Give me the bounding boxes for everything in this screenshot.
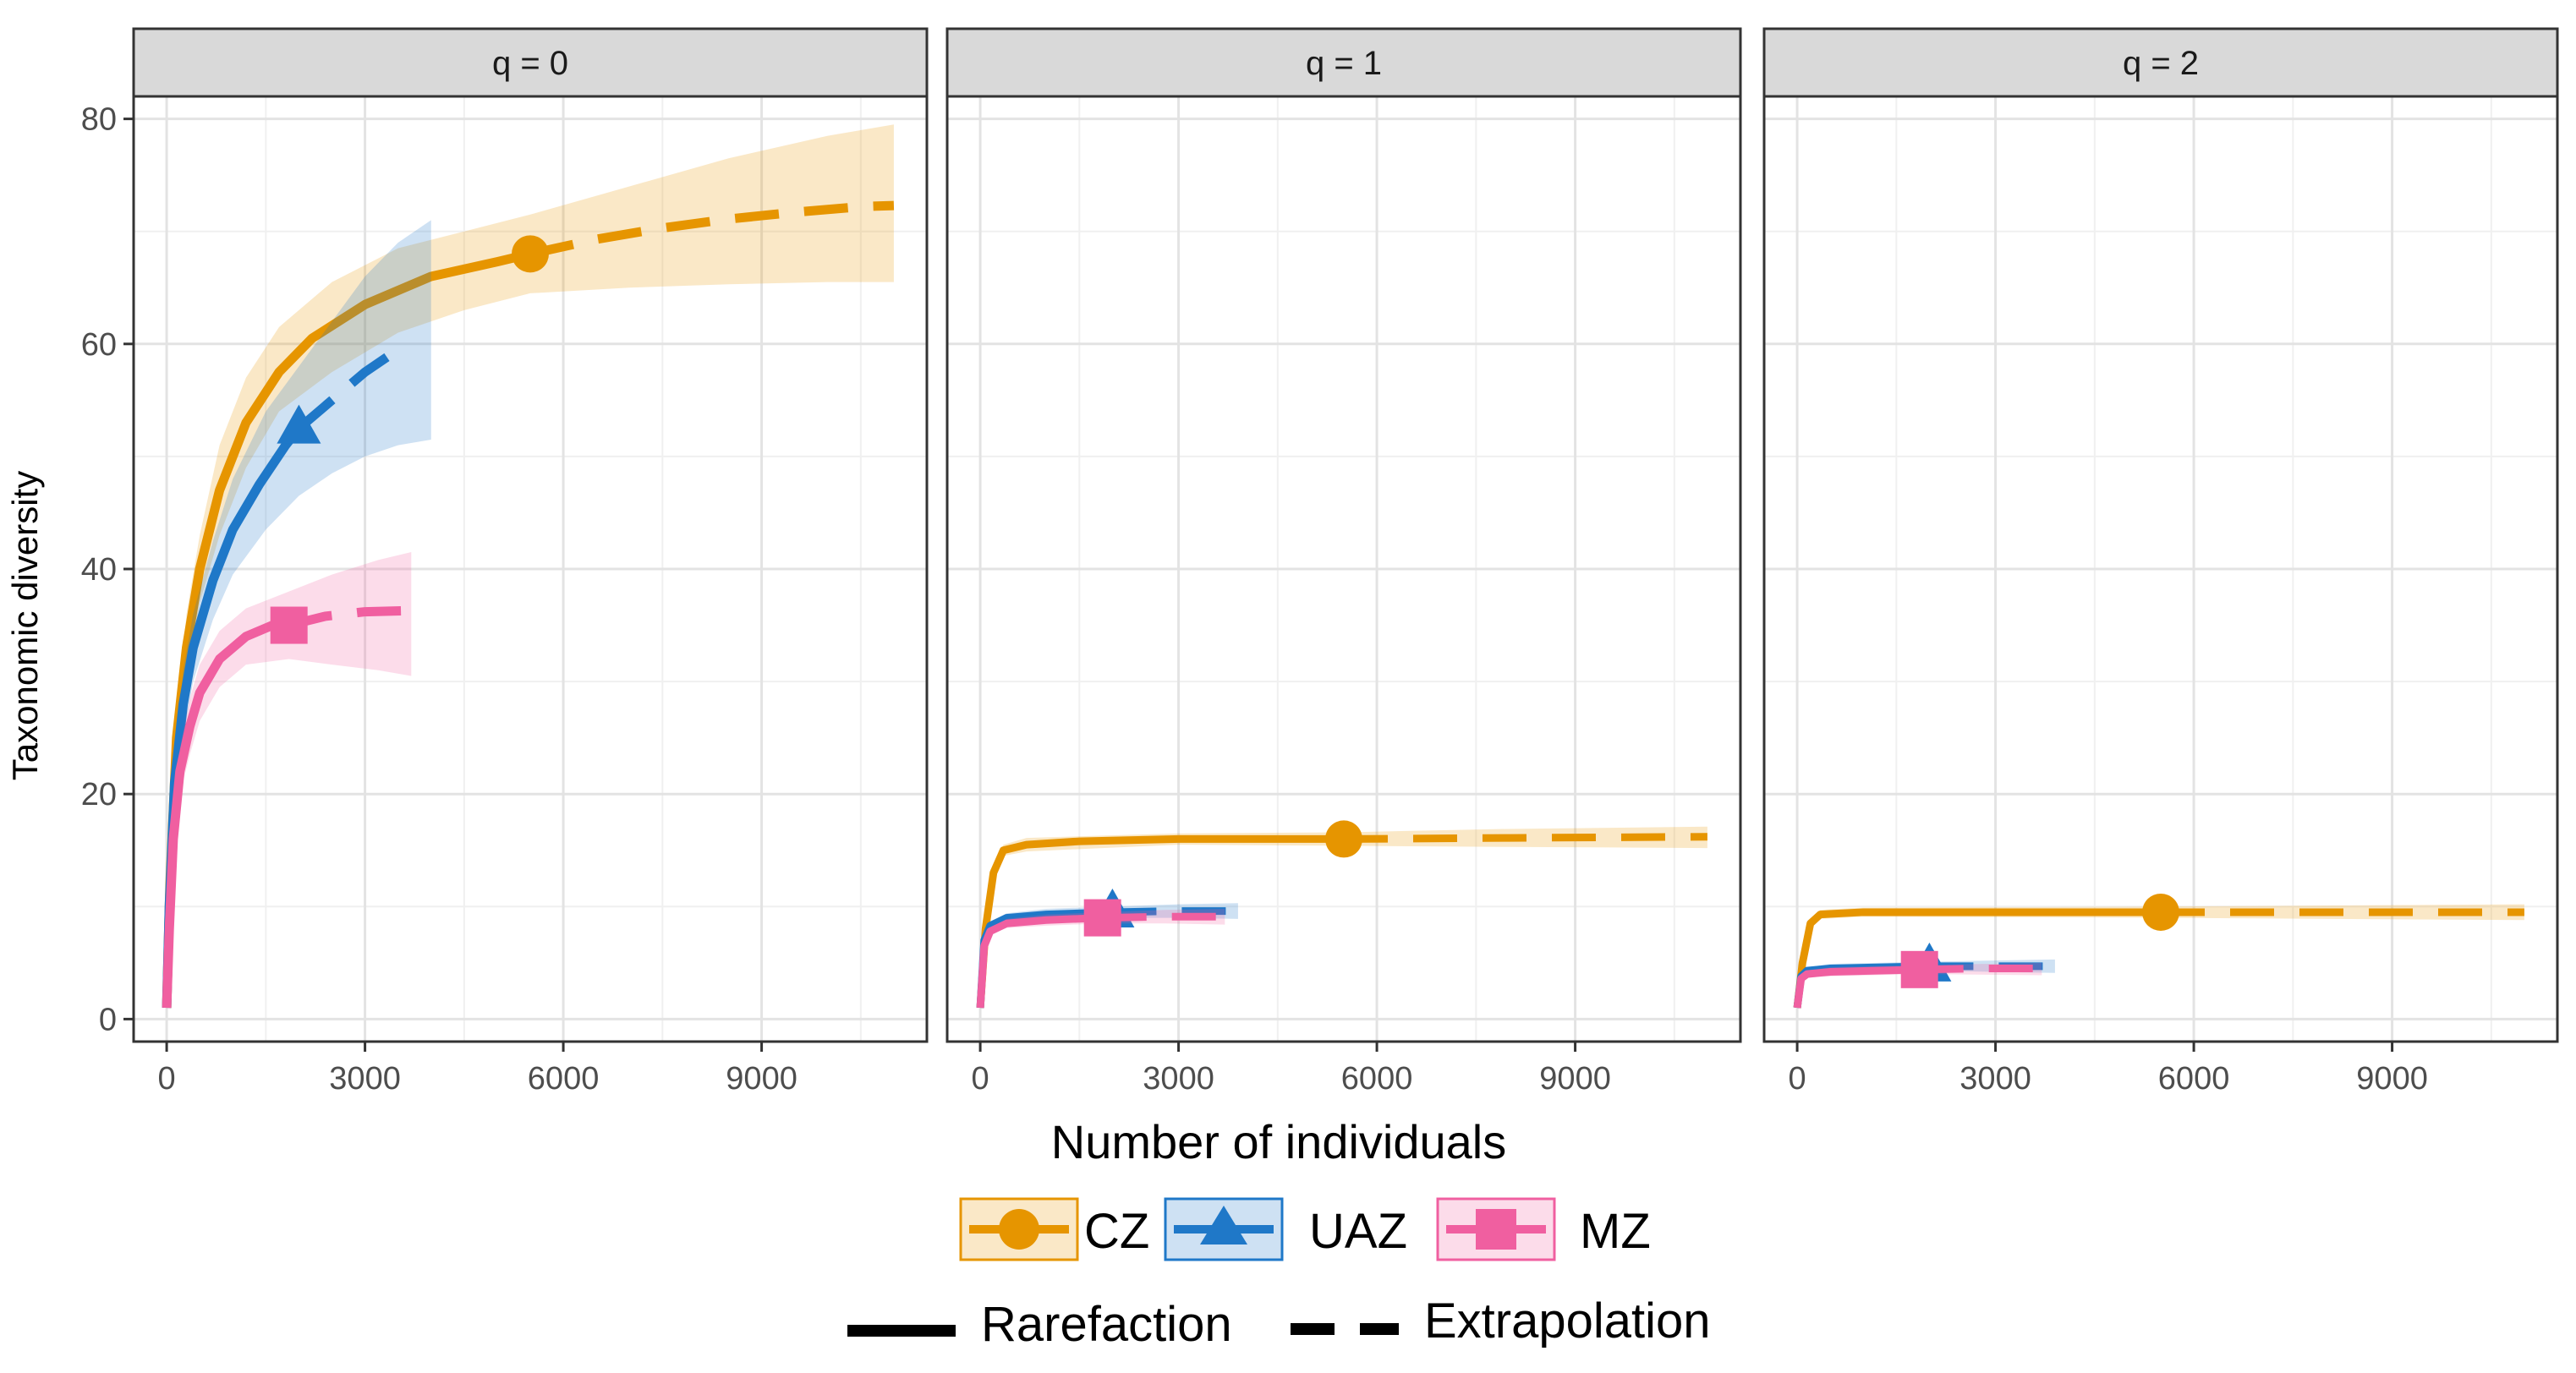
legend-key-marker — [999, 1209, 1039, 1250]
rarefaction-line-cz — [976, 834, 1344, 1009]
y-tick-label: 20 — [81, 777, 117, 812]
x-tick-label: 9000 — [2356, 1061, 2428, 1097]
legend-key-rarefaction: Rarefaction — [847, 1297, 1232, 1352]
x-tick-label: 6000 — [528, 1061, 600, 1097]
x-tick-label: 6000 — [2158, 1061, 2230, 1097]
facet-strip-label: q = 0 — [492, 45, 568, 82]
extrapolation-line-mz — [1102, 912, 1225, 922]
x-tick-label: 9000 — [726, 1061, 797, 1097]
rarefaction-line-mz — [162, 621, 289, 1009]
legend-label-cz: CZ — [1084, 1204, 1149, 1259]
series-mz — [1793, 950, 2042, 1009]
legend-label-mz: MZ — [1580, 1204, 1651, 1259]
series-cz — [1793, 893, 2524, 1009]
series-mz — [976, 899, 1225, 1009]
extrapolation-line-mz — [1919, 964, 2042, 974]
facet-panel-1: q = 1 0 3000 6000 9000 — [945, 27, 1742, 1097]
x-tick-label: 3000 — [1143, 1061, 1214, 1097]
observed-point-cz — [1325, 820, 1362, 858]
confidence-band-mz — [167, 552, 412, 1009]
rarefaction-line-mz — [1793, 965, 1920, 1009]
facet-strip — [1762, 27, 2559, 98]
x-tick-label: 6000 — [1341, 1061, 1413, 1097]
legend-key-marker — [1200, 1206, 1247, 1244]
confidence-band-cz — [167, 124, 894, 1009]
x-tick-label: 0 — [158, 1061, 176, 1097]
legend-key-uaz: UAZ — [1164, 1197, 1407, 1261]
facet-strip-label: q = 1 — [1306, 45, 1382, 82]
x-tick-label: 3000 — [329, 1061, 401, 1097]
x-tick-label: 9000 — [1539, 1061, 1611, 1097]
observed-point-mz — [1900, 950, 1938, 988]
x-tick-label: 3000 — [1959, 1061, 2031, 1097]
y-tick-label: 60 — [81, 327, 117, 363]
extrapolation-line-uaz — [1112, 907, 1238, 916]
series-mz — [162, 552, 412, 1009]
observed-point-mz — [270, 606, 308, 644]
legend-label-extrapolation: Extrapolation — [1424, 1294, 1711, 1348]
x-axis-title: Number of individuals — [1051, 1115, 1506, 1168]
y-tick-label: 80 — [81, 102, 117, 138]
legend-label-uaz: UAZ — [1309, 1204, 1407, 1259]
observed-point-uaz — [277, 404, 321, 444]
facet-strip-label: q = 2 — [2123, 45, 2199, 82]
y-tick-label: 40 — [81, 552, 117, 588]
y-axis-title: Taxonomic diversity — [5, 471, 45, 780]
rarefaction-line-cz — [1793, 908, 2161, 1009]
legend: CZ UAZ MZ Rarefaction Extrapolation — [847, 1197, 1711, 1352]
legend-label-rarefaction: Rarefaction — [981, 1297, 1232, 1352]
facet-panel-2: q = 2 0 3000 6000 9000 — [1762, 27, 2559, 1097]
facet-panel-0: q = 0 0 3000 6000 9000 0 20 40 60 80 — [81, 27, 929, 1097]
extrapolation-line-uaz — [295, 345, 401, 432]
legend-key-extrapolation: Extrapolation — [1291, 1294, 1711, 1348]
panels-layer: q = 0 0 3000 6000 9000 0 20 40 60 80 q = 1 0 3000 600… — [81, 27, 2559, 1097]
observed-point-cz — [2142, 893, 2179, 931]
legend-key-mz: MZ — [1436, 1197, 1651, 1261]
observed-point-cz — [512, 235, 549, 273]
rarefaction-line-mz — [976, 914, 1103, 1009]
observed-point-mz — [1083, 899, 1121, 937]
extrapolation-line-cz — [1343, 833, 1707, 843]
facet-strip — [945, 27, 1742, 98]
legend-key-cz: CZ — [959, 1197, 1149, 1261]
x-tick-label: 0 — [1789, 1061, 1806, 1097]
x-tick-label: 0 — [972, 1061, 989, 1097]
legend-key-marker — [1476, 1209, 1516, 1250]
series-cz — [976, 820, 1707, 1009]
y-tick-label: 0 — [99, 1002, 117, 1037]
confidence-band-uaz — [167, 220, 431, 1009]
facet-strip — [132, 27, 929, 98]
